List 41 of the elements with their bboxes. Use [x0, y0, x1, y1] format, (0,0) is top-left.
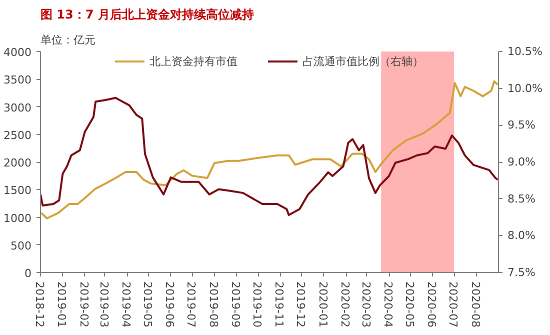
y2-tick-label: 9.5%	[508, 118, 536, 132]
x-tick-label: 2019-09	[229, 282, 242, 328]
x-tick-label: 2019-06	[163, 282, 176, 328]
y-tick-label: 2000	[4, 156, 32, 170]
y2-tick-label: 7.5%	[508, 266, 536, 279]
x-tick-label: 2019-08	[206, 282, 220, 328]
legend-label: 北上资金持有市值	[150, 54, 238, 68]
y-tick-label: 3500	[4, 74, 32, 87]
y2-tick-label: 10.5%	[508, 45, 542, 58]
y-tick-label: 1500	[4, 184, 32, 198]
chart-title: 图 13：7 月后北上资金对持续高位减持	[40, 8, 254, 22]
x-tick-label: 2020-06	[425, 282, 438, 328]
x-tick-label: 2020-07	[446, 282, 460, 328]
x-tick-label: 2019-02	[77, 282, 90, 328]
y2-tick-label: 8.0%	[508, 229, 536, 242]
x-tick-label: 2019-03	[97, 282, 110, 328]
y-tick-label: 4000	[4, 46, 32, 59]
x-tick-label: 2020-03	[359, 282, 372, 328]
x-tick-label: 2019-04	[120, 282, 133, 328]
x-tick-label: 2019-12	[294, 282, 308, 328]
x-tick-label: 2020-02	[338, 282, 352, 328]
y-tick-label: 500	[10, 239, 32, 252]
y2-tick-label: 8.5%	[508, 192, 536, 206]
x-tick-label: 2020-01	[316, 282, 330, 328]
x-tick-label: 2019-05	[141, 282, 154, 328]
x-tick-label: 2019-01	[55, 282, 68, 328]
x-tick-label: 2020-04	[382, 282, 395, 328]
y2-tick-label: 9.0%	[508, 156, 536, 168]
x-tick-label: 2018-12	[33, 282, 46, 328]
y-tick-label: 3000	[4, 101, 32, 114]
x-tick-label: 2019-10	[250, 282, 264, 328]
x-tick-label: 2019-11	[272, 282, 286, 328]
y2-tick-label: 10.0%	[508, 82, 542, 95]
legend-label: 占流通市值比例（右轴）	[302, 54, 424, 68]
y-tick-label: 2500	[4, 128, 32, 142]
y-tick-label: 0	[24, 267, 32, 280]
x-tick-label: 2020-05	[402, 282, 416, 328]
y-axis-title: 单位：亿元	[40, 34, 96, 46]
y-tick-label: 1000	[4, 212, 32, 225]
x-tick-label: 2020-08	[468, 282, 482, 328]
x-tick-label: 2019-07	[184, 282, 198, 328]
